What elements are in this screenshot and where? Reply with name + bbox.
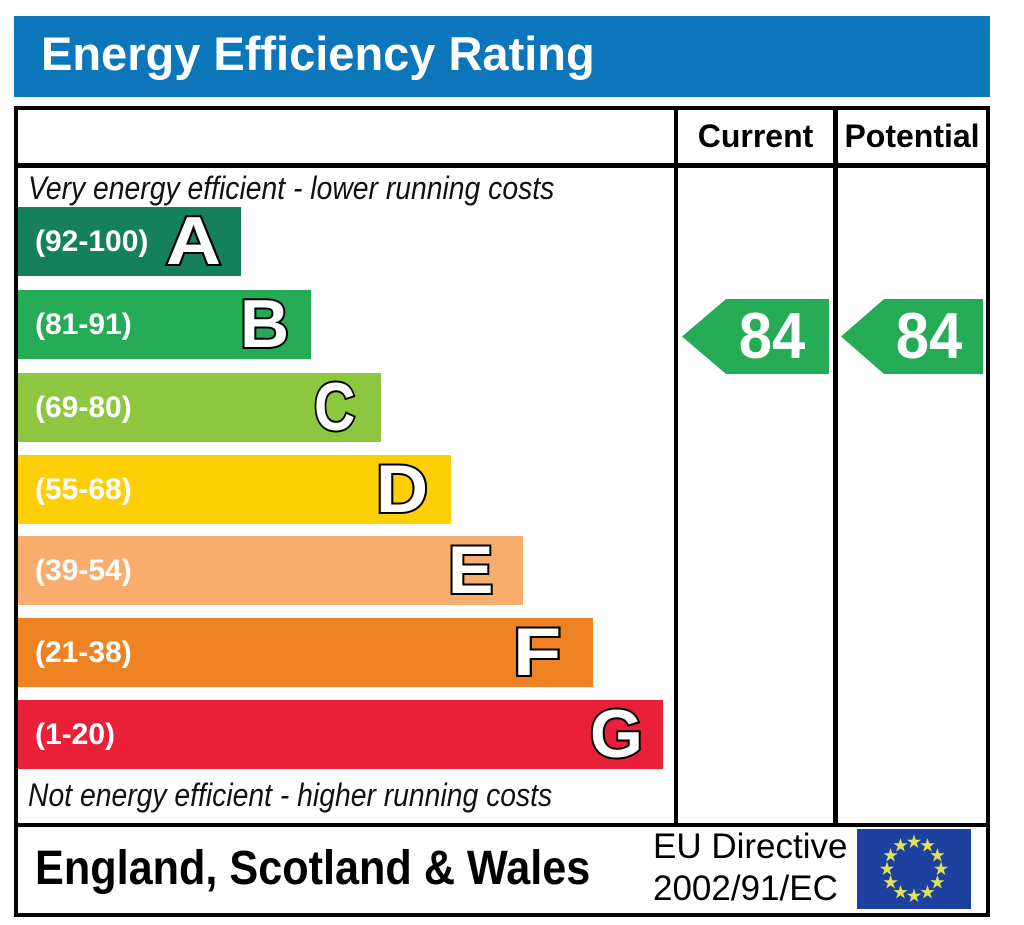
- svg-text:84: 84: [896, 300, 963, 373]
- svg-text:84: 84: [739, 300, 806, 373]
